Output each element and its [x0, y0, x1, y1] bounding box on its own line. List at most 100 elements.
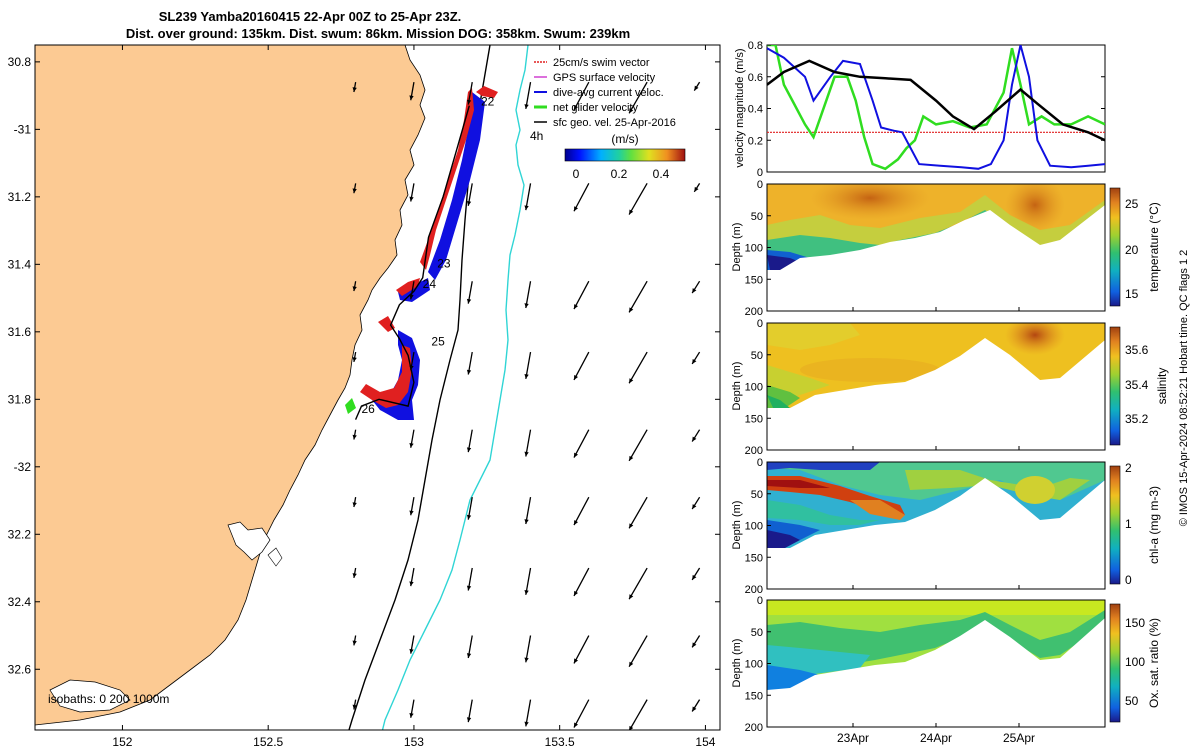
geo-arrow	[525, 699, 532, 727]
depth-tick: 0	[757, 457, 763, 469]
geo-arrow	[573, 496, 590, 526]
ref-arrow-label: 4h	[530, 129, 543, 143]
map-y-tick-label: 31.6	[8, 325, 32, 339]
geo-arrow-head	[692, 706, 697, 712]
chl-cb-tick-2: 0	[1125, 573, 1132, 587]
geo-arrow-head	[573, 105, 579, 111]
geo-arrow	[525, 281, 532, 309]
sal-cb-label: salinity	[1155, 368, 1169, 405]
velocity-y-tick: 0.4	[748, 104, 763, 116]
geo-arrow-head	[692, 288, 697, 294]
geo-arrow	[628, 699, 648, 730]
geo-arrow-head	[694, 186, 699, 192]
geo-arrow-head	[466, 447, 472, 453]
geo-arrow	[525, 635, 532, 663]
geo-arrow-head	[409, 196, 414, 202]
map-x-tick-label: 153	[404, 735, 424, 749]
geo-arrow-head	[524, 657, 529, 663]
depth-tick: 150	[745, 690, 763, 702]
day-label: 26	[361, 402, 375, 416]
geo-arrow	[628, 496, 648, 529]
geo-arrow-head	[409, 712, 414, 718]
legend-dive: dive-avg current veloc.	[553, 87, 664, 99]
ox-cb-tick-1: 100	[1125, 655, 1145, 669]
velocity-y-tick: 0.2	[748, 135, 763, 147]
sal-cb-tick-0: 35.6	[1125, 343, 1149, 357]
geo-arrow-head	[573, 722, 579, 728]
colorbar-tick-2: 0.4	[653, 167, 670, 181]
depth-tick: 200	[745, 306, 763, 318]
title-line1: SL239 Yamba20160415 22-Apr 00Z to 25-Apr…	[159, 9, 462, 24]
ox-ylabel: Depth (m)	[731, 639, 743, 688]
geo-arrow-head	[409, 581, 414, 587]
geo-arrow-head	[524, 374, 529, 379]
velocity-ylabel: velocity magnitude (m/s)	[734, 48, 746, 167]
geo-arrow-head	[466, 585, 472, 591]
map-x-tick-label: 154	[695, 735, 715, 749]
geo-arrow-head	[692, 358, 697, 364]
geo-arrow-head	[573, 658, 579, 664]
depth-tick: 150	[745, 552, 763, 564]
map-x-tick-label: 152	[112, 735, 132, 749]
map-x-tick-label: 153.5	[545, 735, 575, 749]
land-mass	[35, 45, 426, 726]
geo-arrow-head	[466, 717, 472, 723]
geo-arrow	[525, 82, 532, 110]
depth-tick: 50	[751, 350, 763, 362]
temp-cb-tick-1: 20	[1125, 243, 1139, 257]
geo-arrow	[573, 81, 590, 111]
geo-arrow-head	[629, 455, 634, 461]
map-y-tick-label: 31.4	[8, 257, 32, 271]
velocity-y-tick: 0.8	[748, 40, 763, 52]
isobath-1000	[381, 45, 529, 730]
map-frame	[34, 44, 721, 731]
geo-velocity-arrows	[352, 81, 701, 730]
geo-arrow	[628, 351, 648, 384]
geo-arrow-head	[524, 104, 529, 109]
map-y-tick-label: 32.4	[8, 595, 32, 609]
geo-arrow-head	[352, 188, 357, 194]
legend-gps: GPS surface velocity	[553, 72, 656, 84]
legend-swim: 25cm/s swim vector	[553, 57, 650, 69]
colorbar-tick-1: 0.2	[611, 167, 628, 181]
depth-tick: 100	[745, 521, 763, 533]
geo-arrow-head	[524, 519, 529, 524]
velocity-series-net	[767, 45, 1105, 171]
date-tick-1: 24Apr	[920, 731, 952, 745]
geo-arrow	[573, 280, 590, 310]
geo-arrow-head	[352, 286, 357, 292]
geo-arrow	[628, 81, 648, 114]
geo-arrow	[573, 183, 590, 212]
velocity-series-dive	[767, 45, 1105, 170]
depth-tick: 100	[745, 243, 763, 255]
map-y-tick-label: -32	[14, 460, 32, 474]
map-legend: 25cm/s swim vector GPS surface velocity …	[530, 57, 676, 143]
geo-arrow-head	[629, 307, 634, 313]
geo-arrow-head	[573, 206, 579, 212]
map-y-tick-label: 30.8	[8, 55, 32, 69]
geo-arrow	[628, 183, 648, 215]
day-label: 24	[423, 277, 437, 291]
title-line2: Dist. over ground: 135km. Dist. swum: 86…	[126, 26, 630, 41]
depth-tick: 0	[757, 318, 763, 330]
date-tick-0: 23Apr	[837, 731, 869, 745]
geo-arrow-head	[352, 704, 357, 710]
ox-cb-label: Ox. sat. ratio (%)	[1147, 618, 1161, 708]
depth-tick: 50	[751, 211, 763, 223]
map-x-tick-label: 152.5	[253, 735, 283, 749]
geo-arrow-head	[352, 434, 357, 440]
map-y-tick-label: 31.8	[8, 392, 32, 406]
geo-arrow-head	[352, 357, 357, 362]
map-colorbar: (m/s) 0 0.2 0.4	[564, 132, 686, 181]
geo-arrow-head	[694, 85, 699, 91]
depth-tick: 200	[745, 722, 763, 734]
temp-cb-tick-0: 25	[1125, 197, 1139, 211]
geo-arrow	[573, 699, 590, 728]
temp-cb-label: temperature (°C)	[1147, 202, 1161, 292]
geo-arrow-head	[629, 378, 634, 384]
geo-arrow	[525, 351, 532, 379]
depth-tick: 100	[745, 659, 763, 671]
geo-arrow	[573, 567, 590, 597]
geo-arrow-head	[629, 108, 634, 114]
